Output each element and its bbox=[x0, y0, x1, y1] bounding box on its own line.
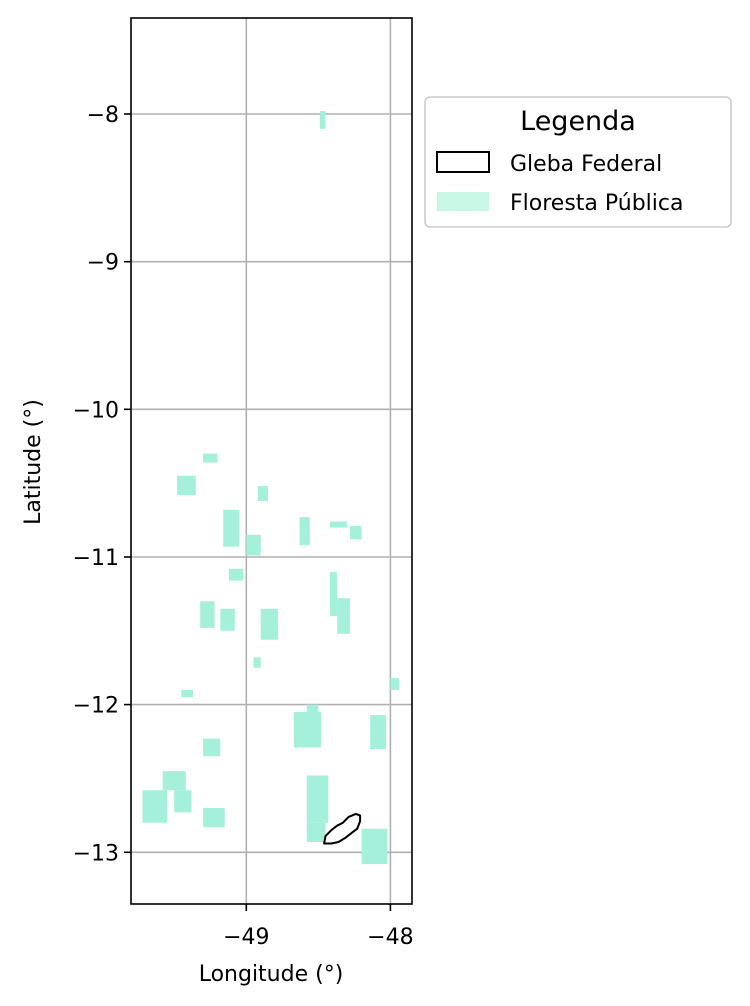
x-tick-label: −49 bbox=[223, 925, 269, 950]
floresta-publica-patch bbox=[177, 475, 196, 495]
floresta-publica-patch bbox=[337, 598, 350, 634]
y-tick-label: −11 bbox=[73, 546, 119, 571]
floresta-publica-patch bbox=[223, 509, 240, 547]
y-tick-label: −12 bbox=[73, 694, 119, 719]
floresta-publica-patch bbox=[306, 822, 326, 842]
floresta-publica-patch bbox=[200, 601, 215, 628]
floresta-publica-patch bbox=[162, 771, 186, 791]
x-axis-ticks: −49 −48 bbox=[223, 904, 414, 950]
floresta-publica-patch bbox=[306, 775, 329, 823]
floresta-publica-patch bbox=[203, 808, 225, 828]
legend-swatch-gleba-federal bbox=[436, 151, 490, 173]
gleba-federal-layer bbox=[323, 812, 362, 845]
floresta-publica-patch bbox=[350, 526, 362, 540]
floresta-publica-patch bbox=[203, 453, 218, 463]
x-axis-title: Longitude (°) bbox=[199, 962, 344, 987]
floresta-publica-patch bbox=[390, 678, 399, 690]
plot-frame bbox=[130, 17, 413, 905]
floresta-publica-patch bbox=[229, 568, 244, 581]
floresta-publica-patch bbox=[293, 712, 322, 748]
floresta-publica-patch bbox=[174, 790, 192, 813]
legend: Legenda Gleba Federal Floresta Pública bbox=[424, 96, 732, 228]
floresta-publica-patch bbox=[299, 517, 310, 546]
legend-swatch-floresta-publica bbox=[437, 192, 489, 211]
legend-label-gleba-federal: Gleba Federal bbox=[510, 152, 662, 177]
legend-title: Legenda bbox=[520, 106, 636, 137]
floresta-publica-patch bbox=[257, 486, 268, 501]
y-tick-label: −10 bbox=[73, 398, 119, 423]
floresta-publica-patch bbox=[220, 608, 235, 631]
floresta-publica-patch bbox=[370, 715, 387, 749]
y-tick-label: −8 bbox=[87, 103, 119, 128]
floresta-publica-patch bbox=[181, 689, 193, 698]
floresta-publica-patch bbox=[246, 534, 261, 556]
floresta-publica-patch bbox=[361, 828, 388, 865]
plot-area bbox=[130, 17, 413, 905]
floresta-publica-patch bbox=[319, 111, 326, 129]
y-axis-title: Latitude (°) bbox=[21, 399, 46, 525]
gridlines bbox=[131, 18, 412, 904]
plot-background bbox=[131, 18, 412, 904]
floresta-publica-patch bbox=[329, 571, 338, 617]
floresta-publica-patch bbox=[329, 521, 348, 528]
floresta-publica-patch bbox=[253, 657, 261, 668]
floresta-publica-patch bbox=[203, 738, 221, 757]
x-tick-label: −48 bbox=[367, 925, 413, 950]
gleba-federal-outline bbox=[323, 812, 362, 845]
legend-label-floresta-publica: Floresta Pública bbox=[510, 191, 683, 216]
y-tick-label: −13 bbox=[73, 841, 119, 866]
y-axis-ticks: −8 −9 −10 −11 −12 −13 bbox=[73, 103, 131, 866]
floresta-publica-patch bbox=[306, 704, 319, 717]
floresta-publica-layer bbox=[142, 111, 399, 865]
y-tick-label: −9 bbox=[87, 251, 119, 276]
legend-frame bbox=[424, 96, 732, 228]
floresta-publica-patch bbox=[260, 608, 278, 640]
floresta-publica-patch bbox=[142, 790, 167, 823]
